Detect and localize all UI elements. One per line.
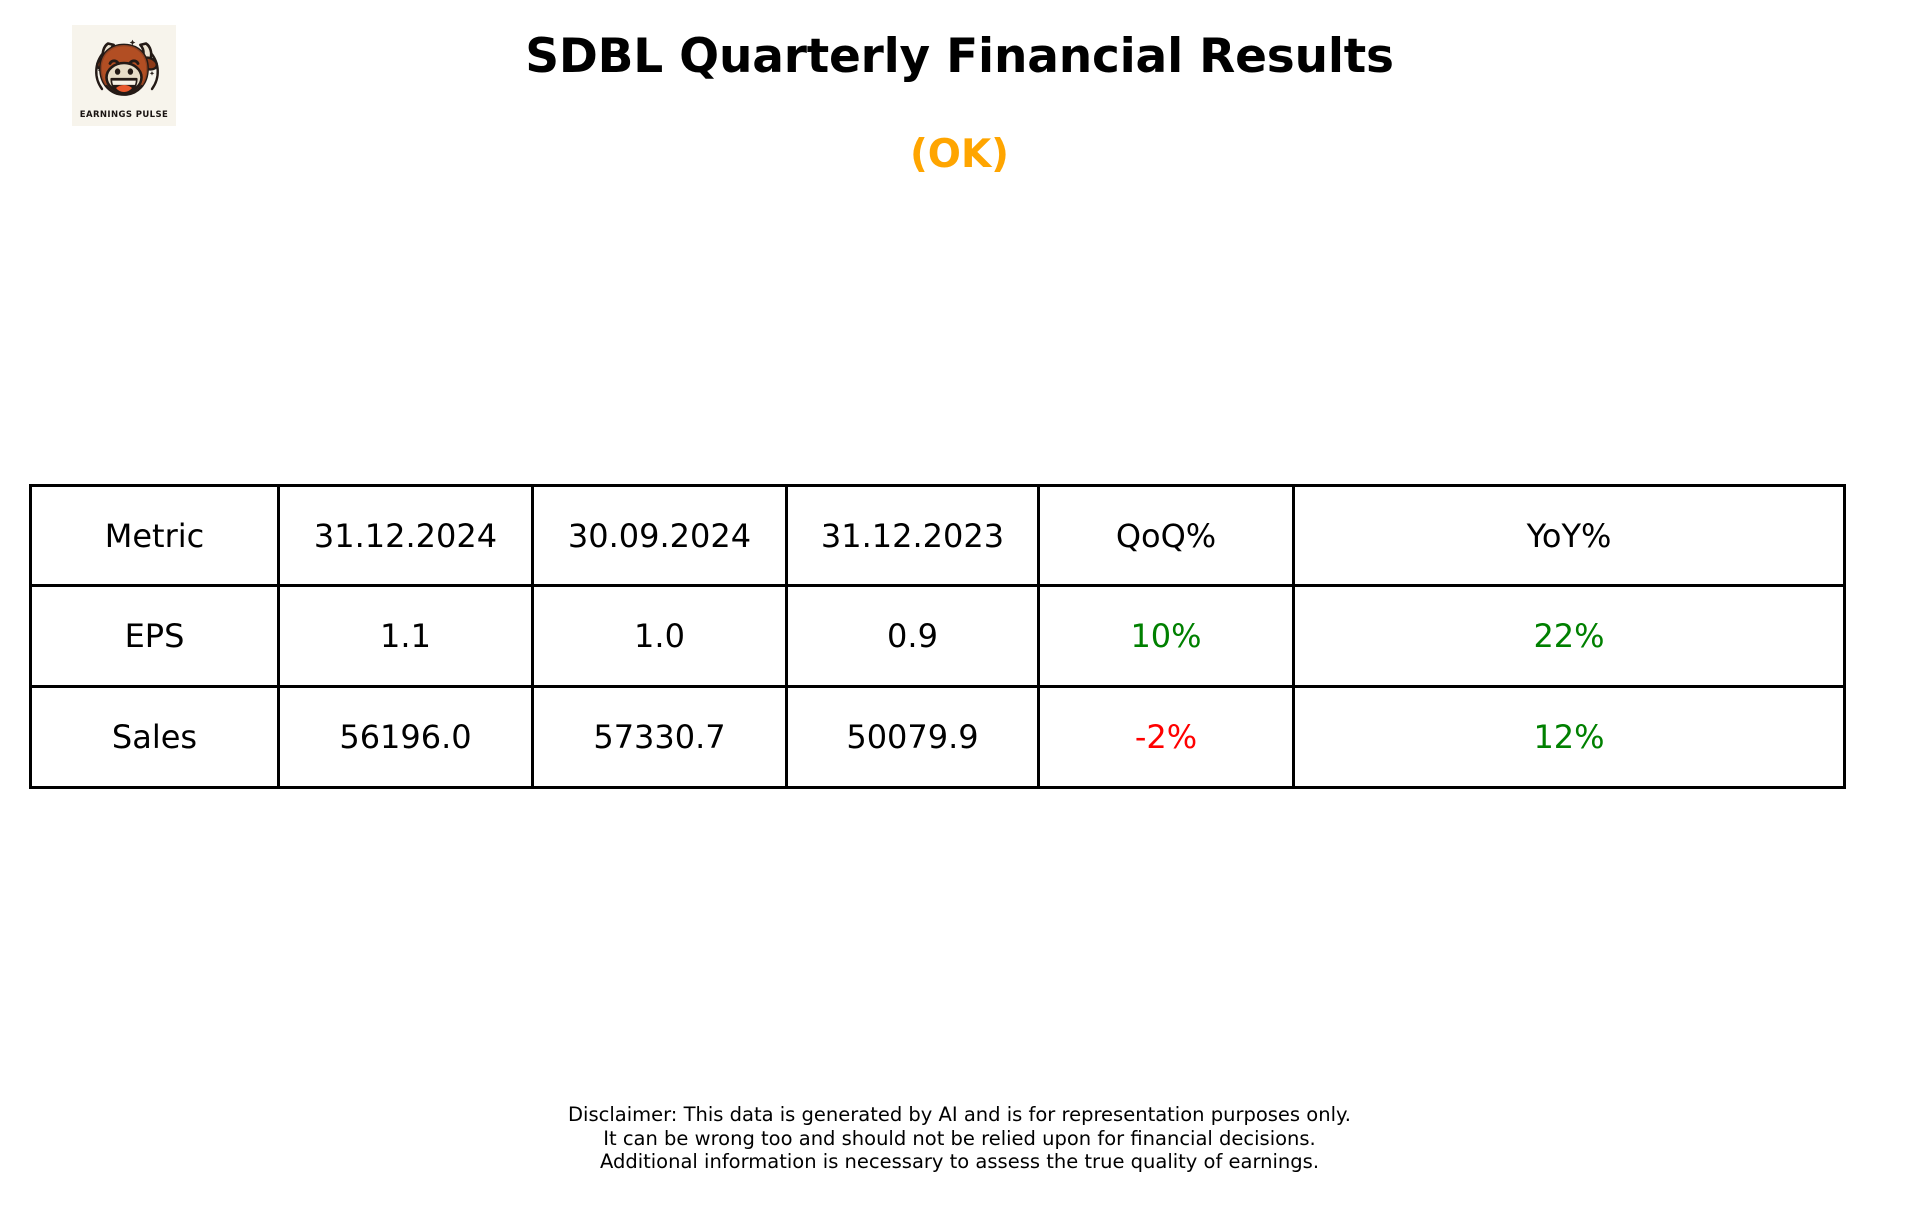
column-header-30-09-2024: 30.09.2024 — [531, 484, 788, 587]
cell-yoy: 12% — [1292, 685, 1846, 789]
cell-30-09-2024: 57330.7 — [531, 685, 788, 789]
table-row: EPS 1.1 1.0 0.9 10% 22% — [29, 584, 1846, 688]
cell-metric-name: Sales — [29, 685, 280, 789]
cell-31-12-2024: 56196.0 — [277, 685, 534, 789]
disclaimer: Disclaimer: This data is generated by AI… — [0, 1103, 1919, 1174]
cell-31-12-2024: 1.1 — [277, 584, 534, 688]
table-row: Sales 56196.0 57330.7 50079.9 -2% 12% — [29, 685, 1846, 789]
brand-wordmark: EARNINGS PULSE — [79, 110, 169, 120]
column-header-qoq: QoQ% — [1037, 484, 1295, 587]
column-header-31-12-2023: 31.12.2023 — [785, 484, 1040, 587]
table-header-row: Metric 31.12.2024 30.09.2024 31.12.2023 … — [29, 484, 1846, 587]
cell-qoq: -2% — [1037, 685, 1295, 789]
cell-yoy: 22% — [1292, 584, 1846, 688]
cell-qoq: 10% — [1037, 584, 1295, 688]
disclaimer-line-3: Additional information is necessary to a… — [599, 1150, 1320, 1173]
disclaimer-line-2: It can be wrong too and should not be re… — [603, 1126, 1316, 1150]
column-header-metric: Metric — [29, 484, 280, 587]
cell-31-12-2023: 50079.9 — [785, 685, 1040, 789]
laughing-bull-icon — [72, 27, 176, 105]
brand-logo: EARNINGS PULSE — [72, 25, 176, 126]
cell-metric-name: EPS — [29, 584, 280, 688]
cell-30-09-2024: 1.0 — [531, 584, 788, 688]
column-header-31-12-2024: 31.12.2024 — [277, 484, 534, 587]
column-header-yoy: YoY% — [1292, 484, 1846, 587]
quarterly-results-table: Metric 31.12.2024 30.09.2024 31.12.2023 … — [29, 484, 1846, 789]
cell-31-12-2023: 0.9 — [785, 584, 1040, 688]
disclaimer-line-1: Disclaimer: This data is generated by AI… — [568, 1103, 1351, 1126]
page-title: SDBL Quarterly Financial Results — [525, 29, 1394, 84]
status-badge: (OK) — [909, 132, 1010, 177]
